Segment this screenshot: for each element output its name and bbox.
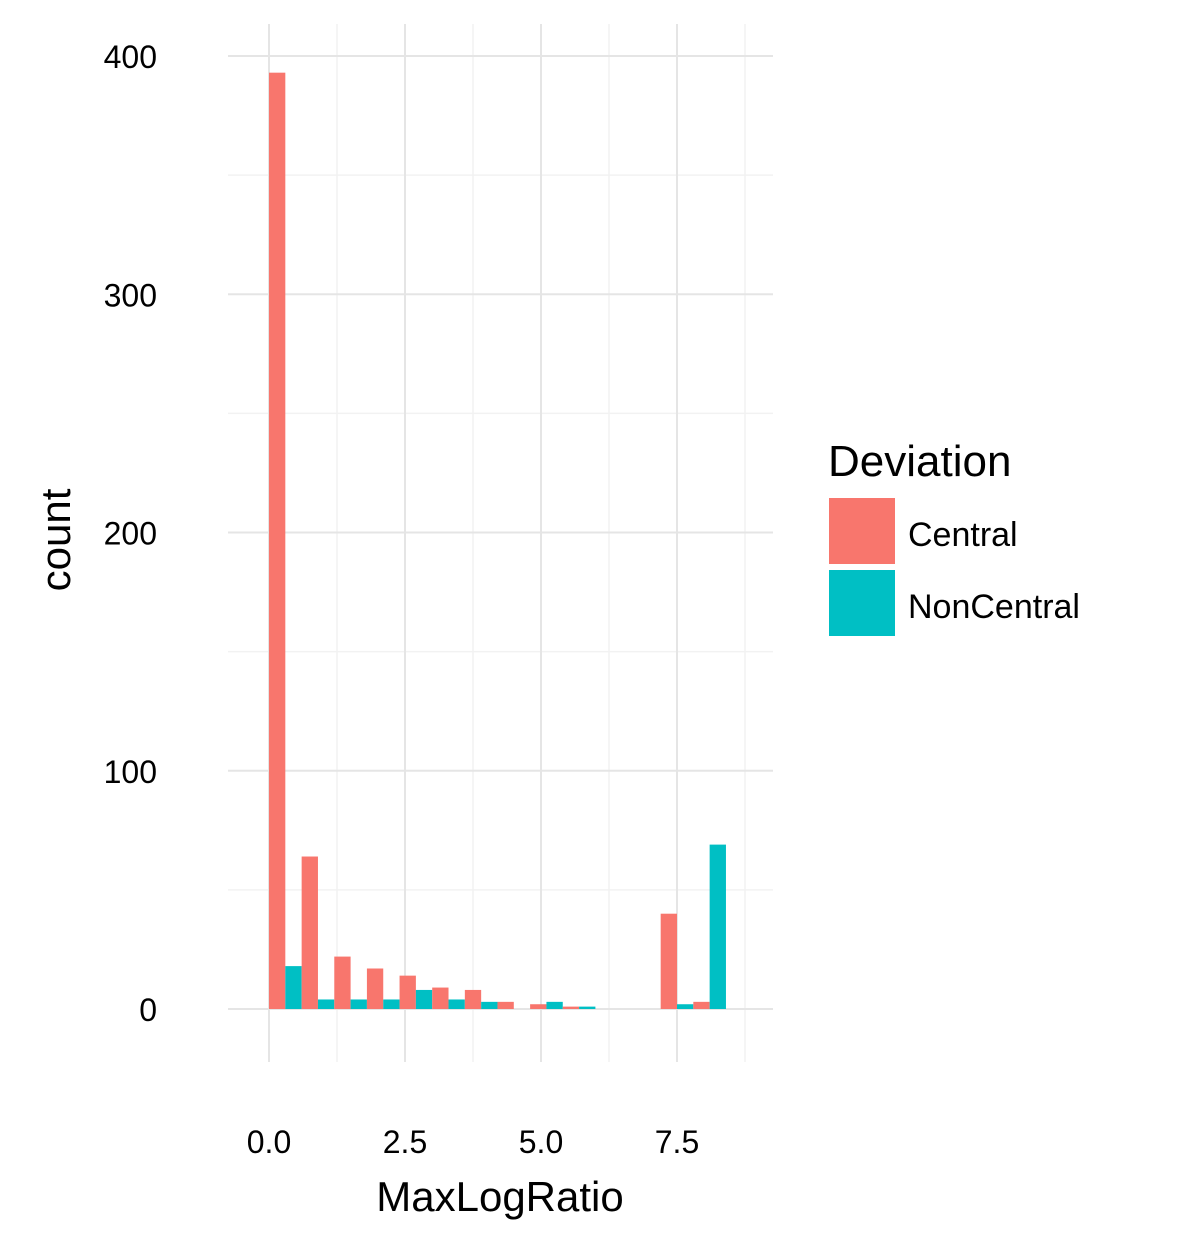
x-tick-label: 2.5 <box>383 1124 427 1160</box>
bar-noncentral-9 <box>579 1006 596 1009</box>
bar-central-6 <box>464 989 482 1009</box>
x-tick-label: 5.0 <box>519 1124 563 1160</box>
y-tick-label: 200 <box>104 516 157 552</box>
bar-noncentral-1 <box>317 999 335 1009</box>
bar-noncentral-6 <box>481 1001 498 1009</box>
bar-noncentral-8 <box>546 1001 563 1009</box>
bars <box>269 72 726 1010</box>
bar-central-1 <box>301 856 318 1009</box>
legend-item-noncentral: NonCentral <box>829 570 1080 636</box>
legend-item-central: Central <box>829 498 1018 564</box>
bar-central-8 <box>530 1004 547 1009</box>
bar-noncentral-5 <box>448 999 465 1009</box>
bar-noncentral-0 <box>285 966 302 1009</box>
legend-label-noncentral: NonCentral <box>908 588 1080 626</box>
bar-central-9 <box>562 1006 580 1009</box>
bar-central-4 <box>399 975 416 1009</box>
y-axis-title: count <box>32 488 79 591</box>
bar-central-2 <box>334 956 351 1009</box>
bar-central-7 <box>497 1001 514 1009</box>
bar-noncentral-4 <box>415 989 433 1009</box>
y-tick-label: 100 <box>104 754 157 790</box>
bar-noncentral-3 <box>383 999 400 1009</box>
bar-noncentral-2 <box>350 999 367 1009</box>
x-tick-label: 7.5 <box>655 1124 699 1160</box>
legend-key-noncentral <box>829 570 895 636</box>
legend-key-central <box>829 498 895 564</box>
legend-title: Deviation <box>828 437 1011 486</box>
y-tick-label: 400 <box>104 39 157 75</box>
x-axis-tick-labels: 0.0 2.5 5.0 7.5 <box>247 1124 699 1160</box>
legend: Deviation Central NonCentral <box>828 437 1080 636</box>
bar-noncentral-12 <box>677 1004 694 1009</box>
bar-noncentral-13 <box>709 844 726 1009</box>
y-tick-label: 300 <box>104 277 157 313</box>
legend-label-central: Central <box>908 516 1018 554</box>
bar-central-13 <box>693 1001 710 1009</box>
bar-central-5 <box>432 987 449 1009</box>
x-axis-title: MaxLogRatio <box>376 1173 623 1220</box>
y-axis-tick-labels: 0 100 200 300 400 <box>104 39 157 1028</box>
bar-central-3 <box>366 968 384 1009</box>
bar-central-0 <box>269 72 286 1010</box>
minor-gridlines <box>228 24 773 1062</box>
x-tick-label: 0.0 <box>247 1124 291 1160</box>
bar-central-12 <box>660 913 677 1009</box>
y-tick-label: 0 <box>139 992 157 1028</box>
